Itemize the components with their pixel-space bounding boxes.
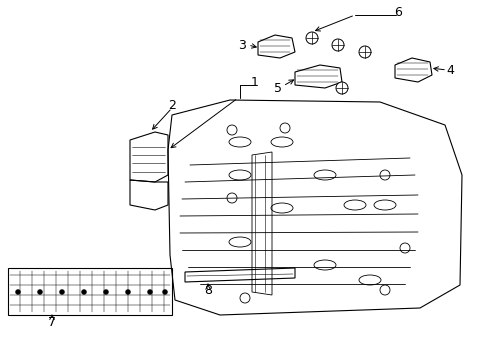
Text: 3: 3 xyxy=(238,39,245,51)
Circle shape xyxy=(162,289,167,294)
Text: 6: 6 xyxy=(393,5,401,18)
Circle shape xyxy=(358,46,370,58)
Text: 1: 1 xyxy=(250,76,259,89)
Circle shape xyxy=(60,289,64,294)
Circle shape xyxy=(335,82,347,94)
Circle shape xyxy=(103,289,108,294)
Circle shape xyxy=(331,39,343,51)
Text: 2: 2 xyxy=(168,99,176,112)
Text: 5: 5 xyxy=(273,81,282,94)
Circle shape xyxy=(125,289,130,294)
Text: 4: 4 xyxy=(445,63,453,77)
Text: 8: 8 xyxy=(203,284,212,297)
Circle shape xyxy=(16,289,20,294)
Circle shape xyxy=(305,32,317,44)
Circle shape xyxy=(147,289,152,294)
Circle shape xyxy=(81,289,86,294)
Text: 7: 7 xyxy=(48,315,56,328)
Circle shape xyxy=(38,289,42,294)
